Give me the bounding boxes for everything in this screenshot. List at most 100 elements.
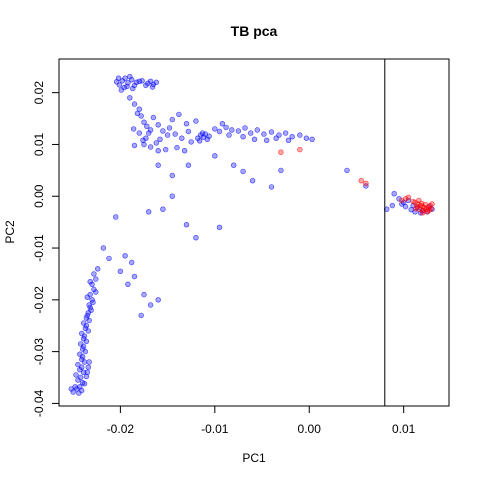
blue-point-46 bbox=[185, 128, 192, 135]
blue-point-79 bbox=[273, 135, 279, 141]
blue-point-23 bbox=[131, 101, 138, 107]
blue-point-67 bbox=[268, 129, 275, 135]
blue-point-55 bbox=[197, 138, 203, 144]
blue-point-57 bbox=[206, 133, 212, 139]
blue-point-151 bbox=[77, 367, 83, 373]
blue-point-31 bbox=[147, 127, 154, 133]
blue-point-4 bbox=[129, 76, 135, 83]
blue-point-85 bbox=[174, 144, 180, 151]
blue-point-174 bbox=[396, 196, 402, 202]
blue-point-37 bbox=[160, 128, 166, 134]
blue-point-117 bbox=[125, 281, 131, 287]
blue-point-158 bbox=[78, 330, 85, 337]
blue-point-145 bbox=[70, 389, 76, 395]
blue-point-6 bbox=[131, 82, 138, 89]
blue-point-12 bbox=[130, 85, 136, 92]
blue-point-63 bbox=[242, 125, 248, 131]
blue-point-118 bbox=[122, 253, 128, 259]
blue-point-11 bbox=[124, 83, 130, 90]
red-point-24 bbox=[363, 180, 369, 187]
blue-point-152 bbox=[75, 361, 81, 368]
blue-point-43 bbox=[176, 111, 182, 118]
blue-point-65 bbox=[254, 127, 260, 133]
blue-point-29 bbox=[134, 110, 141, 117]
red-point-25 bbox=[297, 146, 303, 153]
red-point-26 bbox=[278, 149, 284, 155]
blue-point-35 bbox=[150, 114, 157, 121]
y-axis-label: PC2 bbox=[3, 220, 17, 244]
blue-point-154 bbox=[77, 351, 83, 357]
blue-point-119 bbox=[129, 259, 135, 266]
blue-point-116 bbox=[155, 297, 161, 303]
x-axis-label: PC1 bbox=[242, 451, 266, 465]
red-point-16 bbox=[416, 197, 422, 204]
red-point-21 bbox=[405, 194, 412, 201]
blue-point-183 bbox=[402, 203, 409, 210]
blue-point-75 bbox=[226, 132, 232, 138]
blue-point-157 bbox=[80, 336, 87, 342]
blue-point-167 bbox=[94, 266, 101, 272]
x-tick-label-1: -0.01 bbox=[201, 422, 229, 436]
blue-point-81 bbox=[141, 141, 147, 148]
blue-point-1 bbox=[122, 75, 128, 81]
blue-point-115 bbox=[138, 312, 144, 319]
y-tick-label-2: -0.02 bbox=[32, 286, 46, 314]
blue-point-106 bbox=[391, 191, 397, 197]
blue-point-62 bbox=[235, 128, 242, 134]
chart-title: TB pca bbox=[231, 23, 278, 39]
blue-point-47 bbox=[183, 120, 190, 127]
blue-point-147 bbox=[76, 390, 82, 396]
plot-frame bbox=[58, 58, 450, 407]
blue-point-153 bbox=[78, 356, 85, 363]
blue-point-40 bbox=[153, 140, 160, 146]
blue-point-100 bbox=[216, 224, 223, 231]
blue-point-18 bbox=[143, 82, 149, 89]
blue-point-101 bbox=[268, 184, 275, 190]
blue-point-22 bbox=[127, 95, 133, 101]
blue-point-36 bbox=[155, 122, 161, 128]
blue-point-111 bbox=[117, 268, 124, 274]
blue-point-25 bbox=[138, 113, 144, 119]
blue-point-114 bbox=[147, 302, 154, 308]
blue-point-87 bbox=[131, 142, 138, 149]
blue-point-96 bbox=[146, 209, 152, 215]
blue-point-121 bbox=[93, 276, 99, 282]
blue-point-113 bbox=[141, 291, 147, 298]
blue-point-66 bbox=[261, 131, 267, 137]
y-tick-label-1: -0.03 bbox=[32, 338, 46, 366]
red-point-18 bbox=[413, 206, 419, 212]
blue-point-172 bbox=[85, 364, 92, 370]
blue-point-84 bbox=[163, 146, 169, 153]
blue-point-78 bbox=[264, 137, 270, 144]
red-point-22 bbox=[399, 197, 405, 204]
blue-point-73 bbox=[309, 136, 315, 143]
blue-point-86 bbox=[181, 148, 188, 154]
blue-point-165 bbox=[84, 294, 91, 300]
blue-point-92 bbox=[231, 162, 237, 168]
blue-point-148 bbox=[68, 386, 75, 392]
blue-point-185 bbox=[412, 209, 418, 215]
blue-point-164 bbox=[90, 299, 96, 306]
blue-point-26 bbox=[141, 119, 147, 125]
blue-point-160 bbox=[80, 320, 87, 326]
blue-point-21 bbox=[139, 78, 145, 84]
blue-point-155 bbox=[79, 346, 86, 352]
blue-point-32 bbox=[143, 135, 149, 141]
blue-point-9 bbox=[133, 79, 140, 86]
blue-point-19 bbox=[153, 79, 160, 86]
y-tick-label-4: 0.00 bbox=[32, 184, 46, 208]
x-tick-label-3: 0.01 bbox=[392, 422, 416, 436]
red-point-19 bbox=[419, 210, 426, 216]
y-axis: -0.04 -0.03 -0.02 -0.01 0.00 0.01 0.02 bbox=[32, 81, 60, 417]
blue-point-166 bbox=[93, 289, 99, 295]
blue-point-38 bbox=[164, 132, 171, 138]
blue-point-159 bbox=[82, 325, 89, 331]
blue-point-90 bbox=[185, 162, 192, 168]
blue-point-161 bbox=[83, 315, 90, 321]
blue-point-64 bbox=[248, 130, 254, 136]
blue-point-83 bbox=[155, 148, 161, 154]
blue-point-168 bbox=[87, 279, 93, 285]
blue-point-28 bbox=[146, 130, 152, 136]
blue-point-61 bbox=[229, 127, 235, 133]
blue-point-27 bbox=[144, 123, 150, 130]
